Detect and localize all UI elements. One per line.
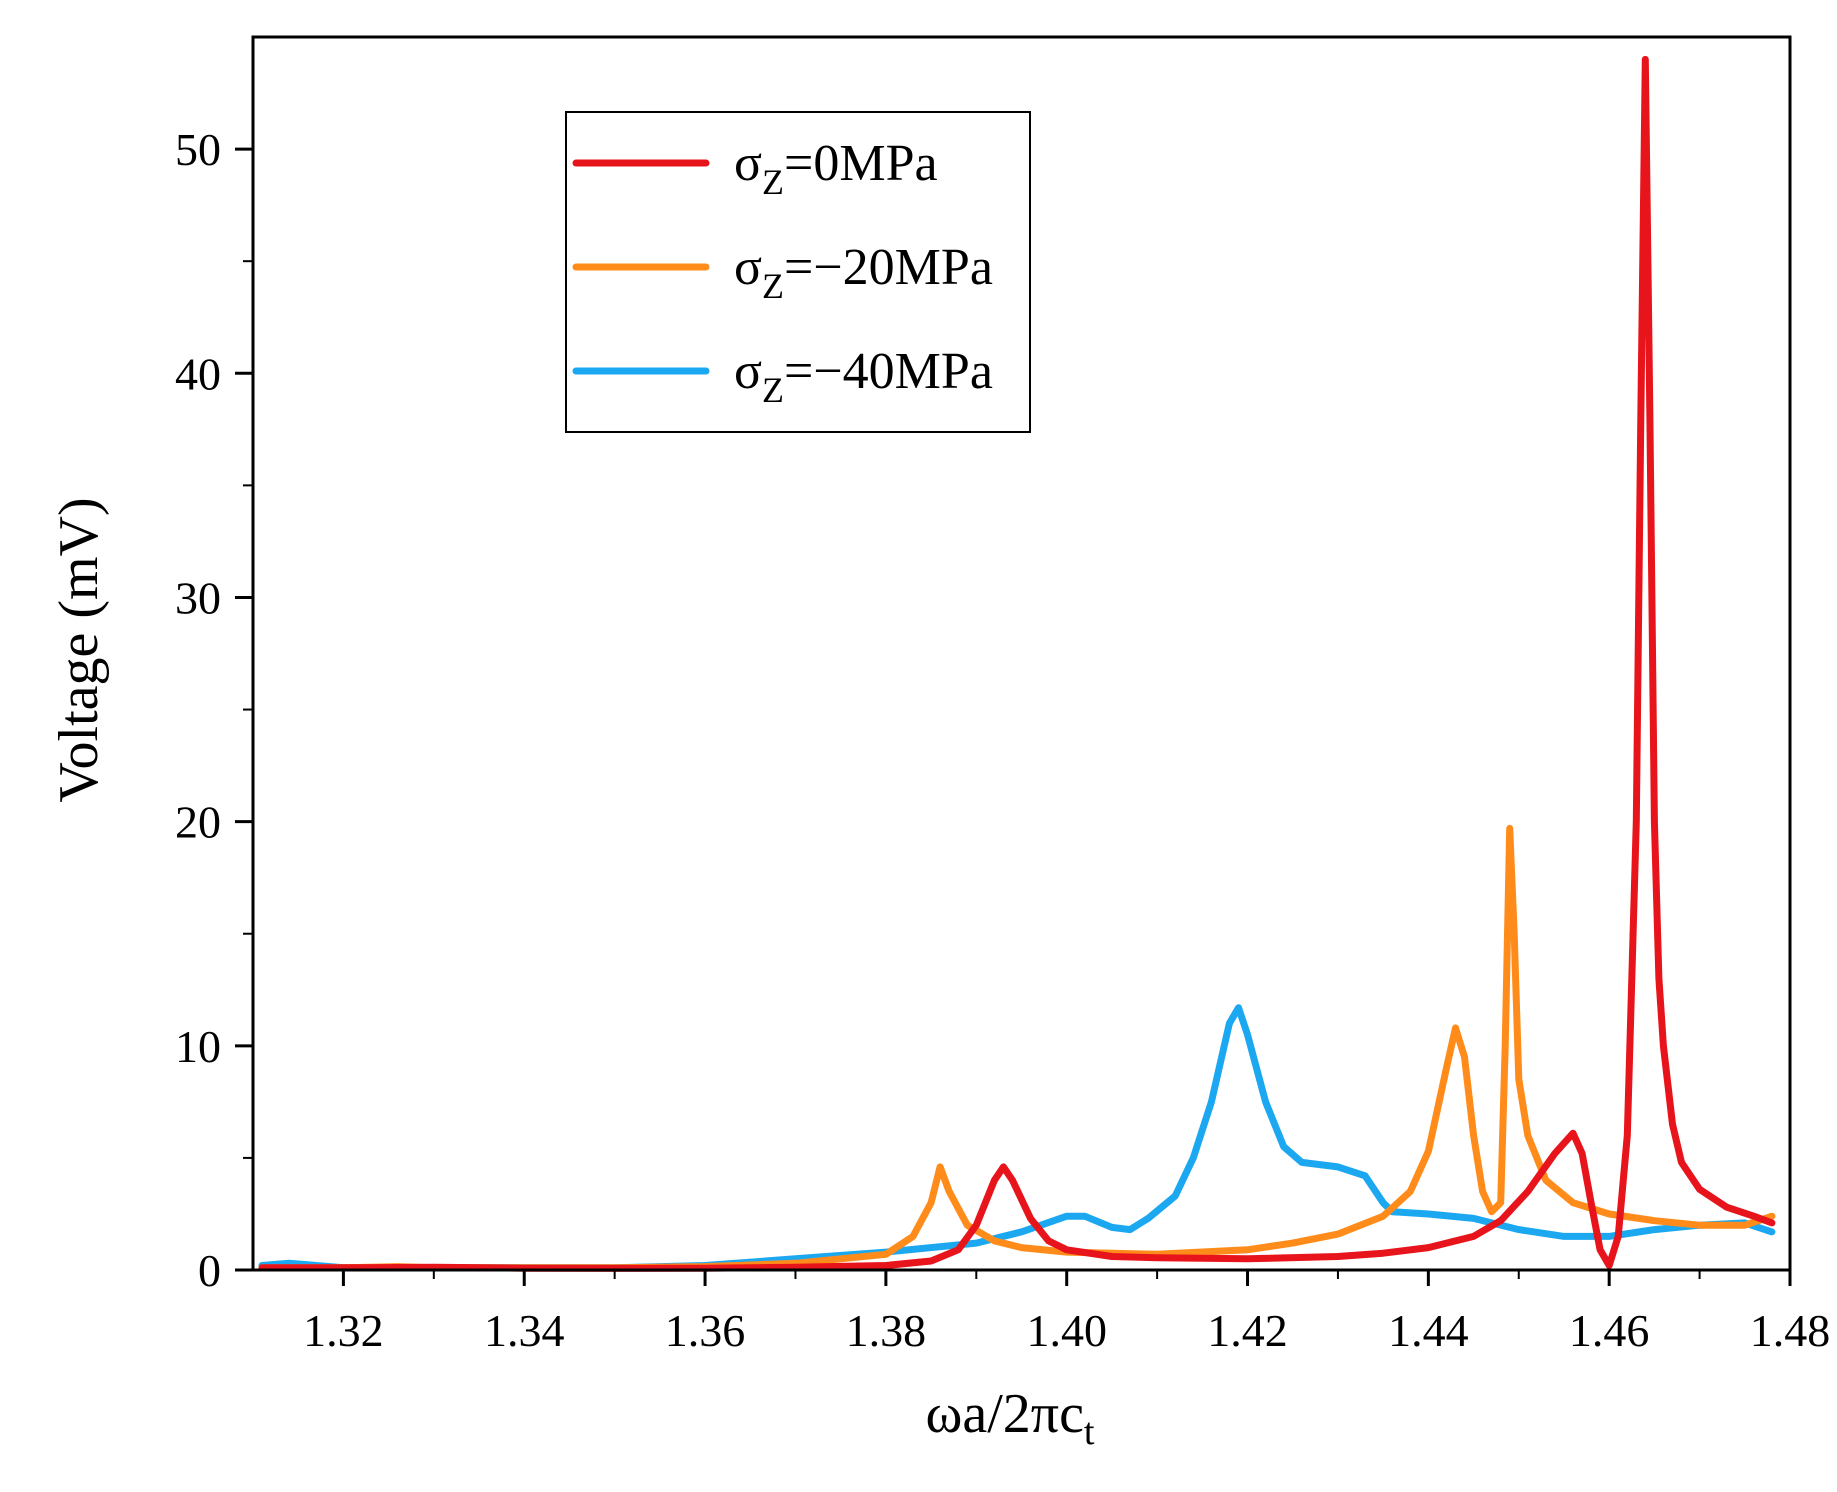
legend-label-rest: =−20MPa <box>784 239 993 296</box>
x-tick-label: 1.32 <box>303 1305 384 1356</box>
legend-label-sub: Z <box>762 162 784 202</box>
x-tick-label: 1.42 <box>1207 1305 1288 1356</box>
x-tick-label: 1.44 <box>1388 1305 1469 1356</box>
legend-label-rest: =−40MPa <box>784 343 993 400</box>
y-tick-label: 40 <box>175 348 221 399</box>
series-lines <box>258 55 1776 1272</box>
x-axis-label-sub: t <box>1084 1411 1095 1453</box>
legend-label-rest: =0MPa <box>784 135 938 192</box>
series-line <box>258 1004 1776 1272</box>
x-tick-label: 1.38 <box>846 1305 927 1356</box>
legend-label-symbol: σ <box>734 239 762 296</box>
legend-label: σZ=0MPa <box>734 135 938 202</box>
legend-label: σZ=−40MPa <box>734 343 993 410</box>
x-tick-label: 1.40 <box>1026 1305 1107 1356</box>
series-line <box>258 55 1776 1272</box>
y-tick-label: 50 <box>175 124 221 175</box>
x-tick-label: 1.34 <box>484 1305 565 1356</box>
x-tick-label: 1.36 <box>665 1305 746 1356</box>
y-tick-label: 10 <box>175 1021 221 1072</box>
y-axis-label: Voltage (mV) <box>48 497 110 802</box>
legend-label-symbol: σ <box>734 135 762 192</box>
x-axis-ticks: 1.32 1.34 1.36 1.38 1.40 1.42 1.44 1.46 1.48 <box>303 1270 1830 1356</box>
legend-label: σZ=−20MPa <box>734 239 993 306</box>
legend-label-sub: Z <box>762 370 784 410</box>
y-axis-ticks: 0 10 20 30 40 50 <box>175 124 253 1296</box>
plot-frame <box>251 35 1792 1272</box>
y-tick-label: 30 <box>175 572 221 623</box>
legend-label-symbol: σ <box>734 343 762 400</box>
x-tick-label: 1.48 <box>1750 1305 1831 1356</box>
y-tick-label: 20 <box>175 797 221 848</box>
series-line <box>258 824 1776 1272</box>
y-tick-label: 0 <box>198 1245 221 1296</box>
x-axis-label-main: ωa/2πc <box>926 1383 1084 1445</box>
legend-label-sub: Z <box>762 266 784 306</box>
x-tick-label: 1.46 <box>1569 1305 1650 1356</box>
x-axis-label: ωa/2πct <box>926 1383 1095 1453</box>
